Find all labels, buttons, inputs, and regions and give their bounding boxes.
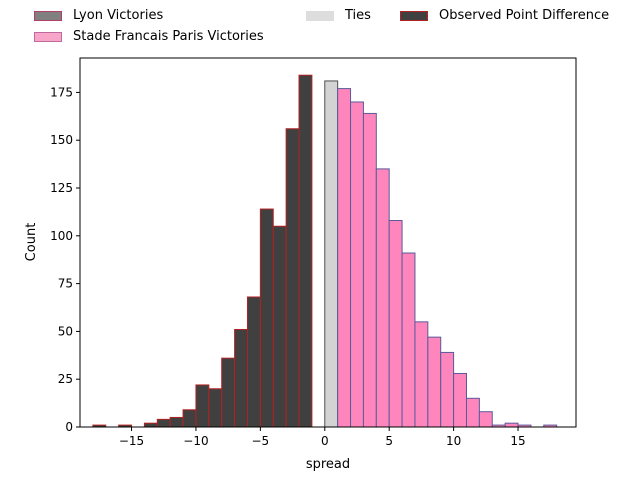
- histogram-bar: [375, 168, 390, 428]
- histogram-bar: [478, 411, 493, 428]
- histogram-bar: [272, 225, 287, 428]
- y-tick-label: 150: [50, 133, 73, 147]
- histogram-bar: [362, 112, 377, 428]
- legend-label-ties: Ties: [345, 8, 371, 23]
- histogram-bar: [195, 384, 210, 428]
- histogram-bar: [427, 336, 442, 428]
- histogram-bar: [169, 416, 184, 428]
- histogram-bar: [465, 397, 480, 428]
- legend-label-stade: Stade Francais Paris Victories: [73, 29, 264, 44]
- histogram-bar: [337, 88, 352, 428]
- histogram-bar: [182, 409, 197, 428]
- bars-group: [92, 74, 558, 428]
- histogram-bar: [298, 74, 313, 428]
- y-tick-label: 50: [58, 324, 73, 338]
- histogram-bar: [453, 372, 467, 428]
- histogram-bar: [324, 80, 339, 428]
- y-tick-label: 0: [65, 420, 73, 434]
- legend-swatch-observed: [400, 10, 428, 21]
- x-tick-label: 15: [510, 434, 525, 448]
- legend-swatch-ties: [306, 10, 334, 21]
- legend-item-lyon: Lyon Victories: [34, 8, 163, 23]
- y-tick-label: 125: [50, 181, 73, 195]
- histogram-bar: [143, 422, 158, 428]
- histogram-bar: [440, 351, 455, 428]
- histogram-bar: [350, 101, 364, 428]
- x-tick-label: −5: [252, 434, 270, 448]
- histogram-bar: [285, 128, 300, 428]
- x-tick-label: −10: [183, 434, 208, 448]
- histogram-bar: [259, 208, 274, 428]
- histogram-bar: [234, 328, 248, 428]
- histogram-bar: [221, 357, 236, 428]
- histogram-bar: [414, 321, 429, 428]
- y-tick-label: 175: [50, 85, 73, 99]
- histogram-bar: [401, 252, 416, 428]
- legend-item-observed: Observed Point Difference: [400, 8, 609, 23]
- legend-item-stade: Stade Francais Paris Victories: [34, 29, 264, 44]
- histogram-bar: [504, 422, 519, 428]
- x-tick-label: 10: [446, 434, 461, 448]
- histogram-bar: [246, 296, 261, 428]
- x-tick-label: 5: [385, 434, 393, 448]
- histogram-bar: [388, 220, 403, 428]
- x-tick-label: 0: [321, 434, 329, 448]
- y-tick-label: 100: [50, 229, 73, 243]
- y-axis-ticks: 0 25 50 75 100 125 150 175: [50, 85, 80, 434]
- y-tick-label: 25: [58, 372, 73, 386]
- histogram-bar: [208, 388, 223, 428]
- y-tick-label: 75: [58, 277, 73, 291]
- legend-item-ties: Ties: [306, 8, 371, 23]
- legend-swatch-stade: [34, 31, 62, 42]
- legend-label-observed: Observed Point Difference: [439, 8, 610, 23]
- plot-frame: [79, 57, 577, 428]
- x-tick-label: −15: [119, 434, 144, 448]
- x-axis-ticks: −15 −10 −5 0 5 10 15: [119, 427, 526, 448]
- y-axis-label: Count: [24, 223, 39, 262]
- x-axis-label: spread: [306, 457, 350, 472]
- legend-label-lyon: Lyon Victories: [73, 8, 164, 23]
- histogram-bar: [156, 418, 171, 428]
- legend-swatch-lyon: [34, 10, 62, 21]
